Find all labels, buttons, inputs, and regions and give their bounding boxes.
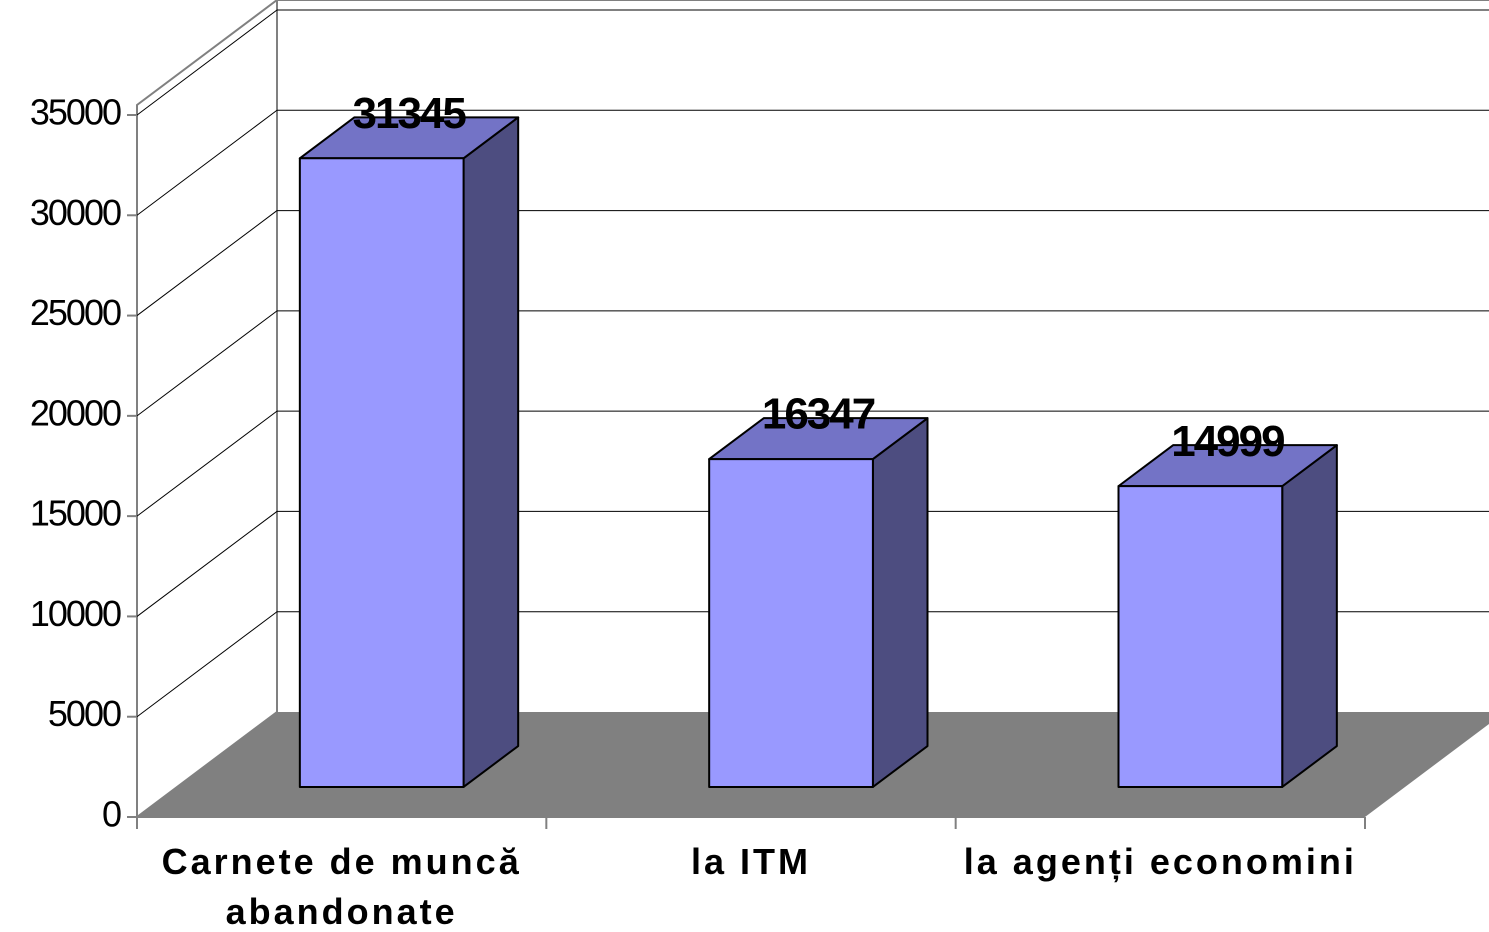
bar-side [462,116,520,788]
grid-line [136,9,278,116]
grid-line [136,310,278,417]
bar-side [1281,444,1338,788]
bar-front [708,458,874,788]
x-label-box: Carnete de muncă abandonate [161,841,522,932]
grid-line [136,511,278,617]
y-tick-label: 30000 [30,192,121,233]
bar [298,116,520,788]
y-tick-label: 5000 [48,693,121,734]
value-label: 31345 [353,89,467,138]
grid-line [136,611,278,718]
y-tick-label: 35000 [30,92,121,133]
x-label-box: la agenți economini [963,841,1357,882]
value-label: 16347 [762,390,875,439]
grid-line [136,109,278,216]
bar-front [298,157,465,788]
x-tick-label: Carnete de muncă abandonate [161,841,522,932]
y-tick-label: 0 [102,794,121,835]
left-wall [136,0,278,819]
bar-side [871,417,929,788]
bar-front [1117,485,1284,788]
grid-line [136,410,278,517]
grid-line [136,210,278,316]
y-tick-label: 20000 [30,392,121,433]
x-tick-label: la agenți economini [963,841,1357,882]
y-tick-label: 25000 [30,292,121,333]
y-tick-label: 15000 [30,493,121,534]
x-label-box: la ITM [690,841,811,882]
x-tick-label: la ITM [690,841,811,882]
bar [1117,444,1338,788]
y-tick-label: 10000 [30,593,121,634]
value-label: 14999 [1171,417,1284,466]
bar [708,417,929,788]
